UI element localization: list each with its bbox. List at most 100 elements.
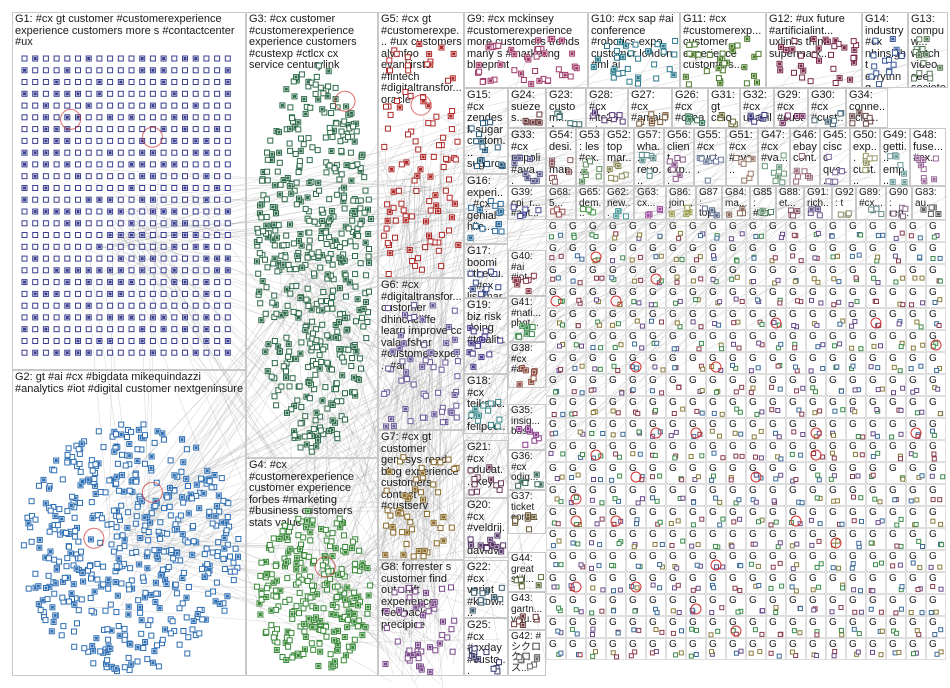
small-group-cell: G <box>926 242 946 264</box>
graph-node <box>831 43 838 50</box>
graph-node <box>553 206 560 213</box>
small-group-label: G <box>649 309 657 320</box>
graph-node-fill <box>431 304 435 307</box>
small-group-label: G <box>769 463 777 474</box>
graph-node <box>271 292 278 299</box>
graph-node-fill <box>864 161 868 165</box>
graph-node <box>32 79 39 85</box>
graph-node <box>487 268 494 275</box>
small-group-label: G <box>569 397 577 408</box>
graph-node-fill <box>130 280 133 284</box>
graph-node <box>164 530 171 537</box>
graph-node <box>362 187 369 194</box>
graph-node-fill <box>44 139 48 143</box>
graph-node-fill <box>116 594 120 598</box>
graph-node-fill <box>257 290 261 294</box>
graph-node <box>424 61 431 68</box>
graph-node <box>214 220 221 227</box>
graph-node-fill <box>453 393 457 397</box>
graph-node-fill <box>305 443 309 446</box>
small-group-cell: G <box>746 220 766 242</box>
graph-node-fill <box>284 561 288 564</box>
small-group-label: G <box>689 375 697 386</box>
graph-node <box>339 354 346 361</box>
graph-node-fill <box>272 581 276 585</box>
graph-node <box>149 90 156 97</box>
graph-edge <box>108 97 537 277</box>
graph-node <box>171 102 178 109</box>
graph-node-fill <box>852 61 856 64</box>
graph-node <box>307 340 314 347</box>
graph-node <box>270 260 277 267</box>
graph-node-fill <box>432 412 436 416</box>
small-group-cell: G <box>926 264 946 286</box>
small-group-label: G <box>689 353 697 364</box>
graph-node <box>75 149 81 156</box>
small-group-cell: G <box>866 220 886 242</box>
graph-node <box>199 616 206 623</box>
graph-node <box>107 126 114 133</box>
graph-node-fill <box>87 57 91 60</box>
graph-node-fill <box>414 605 418 609</box>
graph-node <box>277 181 284 188</box>
small-group-cell: G <box>566 440 586 462</box>
graph-node <box>400 454 407 461</box>
graph-node-fill <box>119 292 123 296</box>
graph-node-fill <box>320 107 324 111</box>
graph-node <box>224 173 231 180</box>
graph-edge <box>321 570 426 644</box>
graph-node <box>118 580 125 587</box>
group-g36: G36: #cx odig... <box>508 450 546 490</box>
graph-node <box>96 137 103 144</box>
graph-node <box>567 73 574 80</box>
small-group-cell: G <box>926 440 946 462</box>
graph-edge <box>420 173 424 223</box>
graph-node-fill <box>330 209 334 213</box>
graph-node <box>133 548 140 555</box>
graph-node <box>381 390 388 397</box>
graph-node <box>32 102 39 109</box>
small-group-label: G <box>849 397 857 408</box>
graph-node <box>42 338 49 344</box>
graph-node <box>385 271 392 277</box>
graph-node <box>654 41 661 48</box>
group-label: G86: join... <box>669 187 694 209</box>
small-group-label: G <box>689 243 697 254</box>
graph-node-fill <box>297 197 301 200</box>
small-group-label: G <box>789 309 797 320</box>
graph-node-fill <box>337 320 341 324</box>
graph-node <box>96 173 103 180</box>
graph-node-fill <box>524 368 528 372</box>
graph-node <box>287 290 294 297</box>
graph-node <box>454 358 461 365</box>
graph-node <box>286 383 293 390</box>
small-group-cell: G <box>866 242 886 264</box>
graph-node <box>253 583 260 590</box>
graph-node <box>169 618 176 625</box>
graph-node-fill <box>390 167 393 171</box>
graph-node-fill <box>65 162 69 166</box>
graph-node-fill <box>347 612 351 616</box>
small-group-cell: G <box>626 308 646 330</box>
graph-node <box>64 196 71 203</box>
graph-node <box>77 499 83 506</box>
graph-node-fill <box>499 163 503 167</box>
graph-node-fill <box>128 643 132 646</box>
small-group-cell: G <box>886 352 906 374</box>
graph-node <box>224 137 231 144</box>
graph-node-fill <box>636 76 640 79</box>
graph-node-fill <box>112 450 116 454</box>
graph-node <box>593 234 599 239</box>
graph-node <box>69 493 76 500</box>
graph-node-fill <box>471 609 475 612</box>
small-group-label: G <box>869 243 877 254</box>
graph-node <box>337 311 344 318</box>
graph-node <box>282 254 289 261</box>
small-group-cell: G <box>626 440 646 462</box>
graph-node-fill <box>165 582 168 586</box>
graph-node-fill <box>294 75 298 79</box>
graph-edge <box>310 120 460 600</box>
graph-node <box>329 294 336 300</box>
small-group-cell: G <box>866 418 886 440</box>
graph-node <box>224 161 231 168</box>
